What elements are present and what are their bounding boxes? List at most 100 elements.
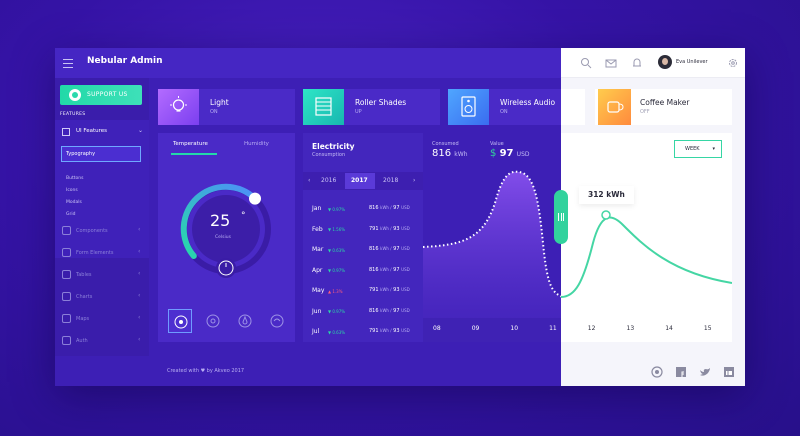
- coffee-icon: [598, 89, 631, 125]
- year-option[interactable]: 2016: [321, 177, 337, 184]
- row-kwh: 791 kWh / 93 USD: [369, 287, 410, 293]
- row-delta: ▼ 0.97%: [328, 268, 346, 273]
- chart-icon: [62, 292, 71, 301]
- x-axis-tick: 10: [510, 325, 519, 332]
- twitter-icon[interactable]: [699, 366, 711, 378]
- sidebar-item-components[interactable]: Components ‹: [55, 220, 149, 242]
- sidebar-item-tables[interactable]: Tables ‹: [55, 264, 149, 286]
- light-header: Eva Unilever: [561, 48, 745, 78]
- consumption-chart: Consumed 816 kWh Value $ 97 USD: [423, 133, 745, 342]
- mail-icon[interactable]: [605, 57, 617, 69]
- electricity-subtitle: Consumption: [312, 152, 346, 158]
- value-amount: $ 97 USD: [490, 148, 530, 159]
- device-state: ON: [500, 109, 508, 115]
- mode-cool-button[interactable]: [168, 309, 192, 333]
- features-heading: FEATURES: [60, 112, 86, 117]
- row-delta: ▼ 0.97%: [328, 309, 346, 314]
- row-month: Jun: [312, 307, 322, 315]
- x-axis-tick: 15: [703, 325, 712, 332]
- sidebar-item-grid[interactable]: Grid: [66, 212, 76, 217]
- chevron-left-icon: ‹: [138, 248, 141, 255]
- mode-humidity-button[interactable]: [233, 309, 257, 333]
- consumption-line-solid: [561, 210, 732, 342]
- year-option[interactable]: 2017: [351, 177, 368, 184]
- sidebar-item-modals[interactable]: Modals: [66, 200, 82, 205]
- components-icon: [62, 226, 71, 235]
- next-year-icon[interactable]: ›: [413, 177, 416, 184]
- year-selector: ‹ 2016 2017 2018 ›: [303, 172, 423, 190]
- row-delta: ▲ 1.3%: [328, 288, 343, 294]
- mode-warm-button[interactable]: [201, 309, 225, 333]
- row-month: Apr: [312, 266, 323, 274]
- device-card-coffee-maker[interactable]: Coffee Maker OFF: [595, 89, 732, 125]
- linkedin-icon[interactable]: [723, 366, 735, 378]
- device-card-light[interactable]: Light ON: [158, 89, 295, 125]
- temperature-dial[interactable]: [158, 133, 295, 342]
- row-delta: ▼ 1.56%: [328, 227, 346, 232]
- avatar[interactable]: [658, 55, 672, 69]
- device-card-wireless-audio-light: [561, 89, 585, 125]
- search-icon[interactable]: [580, 57, 592, 69]
- roller-shades-icon: [303, 89, 344, 125]
- x-axis-tick: 13: [626, 325, 635, 332]
- sidebar-item-buttons[interactable]: Buttons: [66, 176, 84, 181]
- consumption-line-dotted: [423, 170, 564, 298]
- mode-fan-button[interactable]: [265, 309, 289, 333]
- chevron-left-icon: ‹: [138, 336, 141, 343]
- year-selected[interactable]: [345, 173, 375, 189]
- tab-temperature[interactable]: Temperature: [173, 141, 208, 147]
- consumed-label: Consumed: [432, 141, 459, 147]
- speaker-icon: [448, 89, 489, 125]
- tab-humidity[interactable]: Humidity: [244, 141, 269, 147]
- device-name: Wireless Audio: [500, 98, 556, 107]
- sidebar-item-charts[interactable]: Charts ‹: [55, 286, 149, 308]
- support-us-button[interactable]: SUPPORT US: [60, 85, 142, 105]
- auth-label: Auth: [76, 338, 88, 344]
- period-select[interactable]: WEEK ▾: [674, 140, 722, 158]
- sidebar-item-icons[interactable]: Icons: [66, 188, 78, 193]
- sidebar-item-ui-features[interactable]: UI Features ⌄ Typography Buttons Icons M…: [55, 120, 149, 258]
- bell-icon[interactable]: [631, 57, 643, 69]
- row-delta: ▼ 0.63%: [328, 247, 346, 253]
- chevron-left-icon: ‹: [138, 226, 141, 233]
- device-card-roller-shades[interactable]: Roller Shades UP: [303, 89, 440, 125]
- sidebar-item-maps[interactable]: Maps ‹: [55, 308, 149, 330]
- menu-icon[interactable]: [63, 59, 73, 68]
- x-axis-tick: 14: [665, 325, 673, 332]
- temperature-unit: °: [241, 211, 246, 221]
- light-bulb-icon: [158, 89, 199, 125]
- maps-label: Maps: [76, 316, 90, 322]
- sidebar-item-typography[interactable]: Typography: [61, 146, 141, 162]
- row-kwh: 816 kWh / 97 USD: [369, 205, 410, 211]
- temperature-knob: [249, 192, 261, 205]
- chevron-down-icon: ⌄: [138, 127, 144, 134]
- gear-icon[interactable]: [727, 57, 739, 69]
- value-label: Value: [490, 141, 504, 147]
- year-option[interactable]: 2018: [383, 177, 399, 184]
- temperature-caption: Celsius: [215, 235, 231, 240]
- row-kwh: 816 kWh / 97 USD: [369, 266, 410, 273]
- light-theme-panel: Eva Unilever Coffee Maker OFF WEEK ▾: [561, 48, 745, 386]
- brand-title: Nebular Admin: [87, 56, 163, 66]
- device-name: Coffee Maker: [640, 98, 690, 107]
- theme-split-handle[interactable]: [554, 190, 568, 244]
- row-month: Mar: [312, 246, 324, 253]
- temperature-card: Temperature Humidity 25 ° Celsius: [158, 133, 295, 342]
- sidebar-item-form-elements[interactable]: Form Elements ‹: [55, 242, 149, 264]
- electricity-title: Electricity: [312, 142, 355, 151]
- consumption-line-chart: [423, 170, 564, 342]
- facebook-icon[interactable]: [675, 366, 687, 378]
- row-month: Jan: [312, 205, 322, 212]
- github-icon[interactable]: [651, 366, 663, 378]
- components-label: Components: [76, 228, 108, 234]
- device-name: Roller Shades: [355, 98, 407, 107]
- prev-year-icon[interactable]: ‹: [308, 177, 311, 184]
- chevron-left-icon: ‹: [138, 292, 141, 299]
- user-name[interactable]: Eva Unilever: [676, 59, 708, 65]
- device-state: ON: [210, 109, 218, 115]
- x-axis-tick: 08: [433, 325, 441, 332]
- map-icon: [62, 314, 71, 323]
- row-kwh: 816 kWh / 97 USD: [369, 246, 410, 252]
- github-icon: [69, 89, 81, 101]
- sidebar-item-auth[interactable]: Auth ‹: [55, 330, 149, 352]
